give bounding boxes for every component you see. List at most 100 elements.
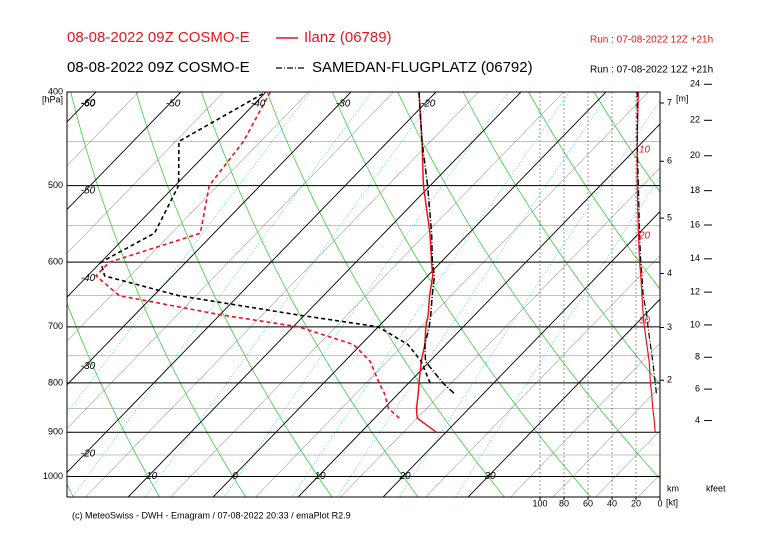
mixing-ratio-line: [291, 92, 570, 497]
y-tick-label: 900: [48, 427, 63, 437]
wind-tick-label: 20: [631, 498, 641, 508]
kfeet-tick-label: 24: [690, 79, 700, 89]
dry-adiabat: [658, 92, 660, 94]
x-tick-label: -20: [81, 448, 96, 459]
isotherm: [67, 92, 352, 386]
kfeet-tick-label: 4: [695, 415, 700, 425]
y-tick-label: 600: [48, 257, 63, 267]
dewpoint-profile: [99, 92, 431, 384]
height-label: [m]: [676, 93, 689, 103]
dry-adiabat: [135, 92, 333, 497]
wind-tick-label: 100: [532, 498, 547, 508]
x-tick-label: -60: [81, 98, 96, 109]
kfeet-tick-label: 22: [690, 115, 700, 125]
x-tick-label: -10: [143, 471, 158, 482]
isotherm-minor: [67, 92, 267, 298]
x-tick-label: 0: [232, 471, 238, 482]
dry-adiabat: [201, 92, 419, 497]
kfeet-tick-label: 20: [690, 150, 700, 160]
x-tick-label: -30: [336, 99, 351, 110]
y-tick-label: 800: [48, 377, 63, 387]
isotherm-minor: [255, 92, 649, 497]
kfeet-tick-label: 16: [690, 219, 700, 229]
grid: [0, 70, 766, 517]
km-tick-label: 5: [667, 212, 672, 222]
dry-adiabat: [710, 71, 766, 517]
km-tick-label: 7: [667, 97, 672, 107]
mixing-ratio-line: [67, 92, 311, 414]
isotherm: [212, 92, 607, 497]
dry-adiabat: [462, 92, 660, 385]
kfeet-tick-label: 14: [690, 253, 700, 263]
isotherm-minor: [552, 386, 660, 497]
run-label: Run : 07-08-2022 12Z +21h: [590, 35, 713, 46]
kfeet-label: kfeet: [706, 483, 726, 493]
isotherm-minor: [467, 298, 660, 497]
km-tick-label: 2: [667, 375, 672, 385]
isotherm: [67, 92, 97, 123]
isotherm-minor: [382, 211, 660, 497]
isotherm-minor: [67, 92, 139, 166]
mixing-ratio-line: [336, 92, 611, 497]
isotherm-minor: [67, 92, 97, 123]
x-tick-label: -40: [81, 273, 96, 284]
y-axis-label: [hPa]: [42, 94, 63, 104]
y-tick-label: 1000: [43, 471, 63, 481]
dewpoint-profile: [94, 92, 400, 419]
wind-tick-label: 0: [657, 498, 662, 508]
y-tick-label: 400: [48, 86, 63, 96]
isotherm: [127, 92, 522, 497]
kfeet-tick-label: 10: [690, 319, 700, 329]
isotherm: [67, 92, 267, 298]
kfeet-tick-label: 8: [695, 352, 700, 362]
isotherm-minor: [67, 92, 352, 386]
profiles: [94, 92, 657, 433]
isotherm: [467, 298, 660, 497]
km-tick-label: 4: [667, 268, 672, 278]
annotation: 30: [639, 316, 651, 327]
wind-tick-label: 40: [607, 498, 617, 508]
isotherm-minor: [595, 430, 660, 497]
isotherm-minor: [425, 255, 660, 497]
dry-adiabat: [67, 302, 161, 497]
x-tick-label: -50: [81, 186, 96, 197]
mixing-ratio-line: [399, 99, 660, 497]
isotherm: [382, 210, 660, 497]
dry-adiabat: [593, 92, 660, 193]
dry-adiabat: [266, 92, 505, 497]
isotherm-minor: [0, 70, 74, 516]
kfeet-tick-label: 6: [695, 384, 700, 394]
isotherm-minor: [85, 92, 479, 497]
plot-frame: [66, 91, 661, 498]
km-label: km: [667, 483, 679, 493]
isotherm: [67, 92, 437, 474]
y-tick-label: 500: [48, 180, 63, 190]
kfeet-tick-label: 12: [690, 286, 700, 296]
isotherm-minor: [67, 92, 224, 254]
isotherm-minor: [510, 342, 660, 497]
isotherm-minor: [170, 92, 564, 497]
run-label: Run : 07-08-2022 12Z +21h: [590, 65, 713, 76]
annotation: 20: [638, 231, 651, 242]
model-title: 08-08-2022 09Z COSMO-E: [67, 59, 250, 76]
isotherm-minor: [0, 70, 32, 516]
x-tick-label: 10: [314, 471, 326, 482]
dry-adiabat: [397, 92, 660, 480]
legend-label: Ilanz (06789): [304, 29, 392, 46]
wind-tick-label: 60: [583, 498, 593, 508]
isotherm-minor: [67, 92, 394, 429]
legend-label: SAMEDAN-FLUGPLATZ (06792): [312, 59, 533, 76]
annotation: 10: [639, 145, 651, 156]
temperature-profile: [415, 92, 437, 433]
isotherm: [67, 92, 182, 211]
km-tick-label: 6: [667, 156, 672, 166]
x-tick-label: 20: [398, 471, 411, 482]
kfeet-tick-label: 18: [690, 185, 700, 195]
mixing-ratio-line: [455, 175, 660, 497]
isotherm-minor: [340, 167, 660, 497]
wind-tick-label: 80: [559, 498, 569, 508]
x-tick-label: -60: [81, 99, 96, 110]
x-tick-label: -50: [166, 99, 181, 110]
